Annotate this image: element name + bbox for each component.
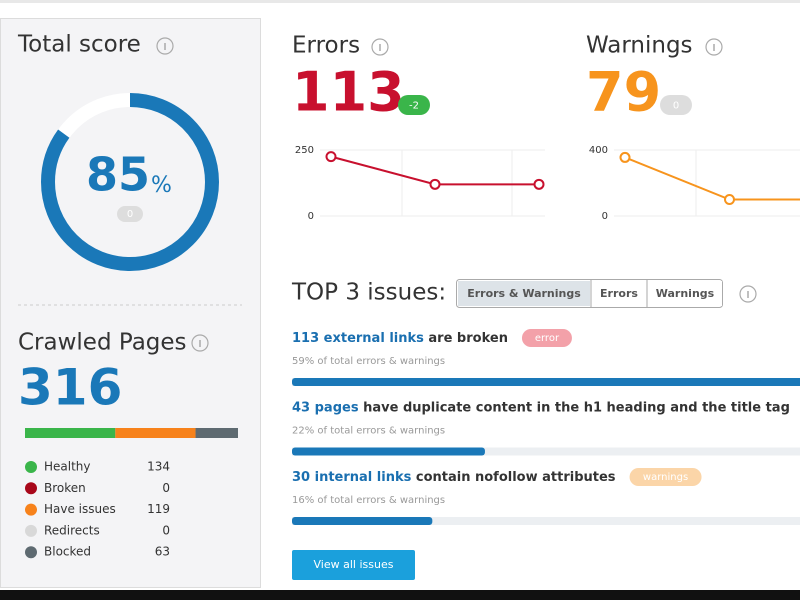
share-value: 22% xyxy=(292,426,314,437)
legend-value: 119 xyxy=(147,502,170,516)
issue-tag-label: warnings xyxy=(643,472,688,483)
legend-dot xyxy=(25,546,37,559)
legend-name: Healthy xyxy=(44,460,91,474)
button-label[interactable]: View all issues xyxy=(314,558,394,571)
score-value: 85 xyxy=(86,148,150,202)
point xyxy=(533,178,545,190)
share-track xyxy=(292,447,800,456)
info-icon xyxy=(191,334,209,352)
issue-link[interactable]: 30 internal links xyxy=(292,470,412,485)
issue-link[interactable]: 43 pages xyxy=(292,400,359,415)
warnings-title: Warnings xyxy=(586,33,693,59)
bottom-strip xyxy=(0,590,800,600)
issue-text: contain nofollow attributes xyxy=(416,470,616,485)
legend-value: 0 xyxy=(162,523,170,537)
issue-share: 22% of total errors & warnings xyxy=(292,426,445,437)
legend-dot xyxy=(25,524,37,537)
issue-tag xyxy=(521,329,572,347)
warnings-value: 79 xyxy=(586,61,661,124)
y-tick-label: 0 xyxy=(602,211,608,222)
issue-text: have duplicate content in the h1 heading… xyxy=(363,400,790,415)
tab[interactable] xyxy=(648,281,722,306)
legend-name: Blocked xyxy=(44,545,91,559)
pages-segment xyxy=(115,428,196,438)
legend-dot xyxy=(25,482,37,495)
issue-link[interactable]: 113 external links xyxy=(292,331,424,346)
share-track xyxy=(292,517,800,525)
top-border xyxy=(0,0,800,3)
pages-segment xyxy=(25,428,116,438)
legend-name: Redirects xyxy=(44,523,100,537)
score-unit: % xyxy=(151,173,172,198)
tab[interactable] xyxy=(592,281,646,306)
issue-line: 113 external links are broken xyxy=(292,331,508,346)
issue-tag-label: error xyxy=(535,333,560,344)
errors-badge xyxy=(398,95,430,115)
tab[interactable] xyxy=(458,281,590,306)
score-title: Total score xyxy=(17,32,141,58)
info-icon xyxy=(705,38,723,56)
share-bar xyxy=(292,378,800,386)
crawled-title: Crawled Pages xyxy=(18,330,187,356)
point xyxy=(429,178,441,190)
issue-tag xyxy=(629,468,702,486)
pages-segment xyxy=(195,428,238,438)
errors-title: Errors xyxy=(292,33,360,59)
warnings-badge xyxy=(660,95,692,115)
errors-change: -2 xyxy=(409,101,419,112)
info-icon xyxy=(371,38,389,56)
legend-name: Broken xyxy=(44,481,86,495)
issues-title: TOP 3 issues: xyxy=(291,280,446,306)
issue-text: are broken xyxy=(428,331,508,346)
legend-value: 134 xyxy=(147,460,170,474)
y-tick-label: 250 xyxy=(295,145,314,156)
legend-value: 63 xyxy=(155,545,170,559)
legend-dot xyxy=(25,503,37,516)
share-bar xyxy=(292,517,433,525)
y-tick-label: 400 xyxy=(589,145,608,156)
legend-name: Have issues xyxy=(44,502,116,516)
view-all-button[interactable] xyxy=(292,550,415,580)
errors-value: 113 xyxy=(292,61,405,124)
tab-label[interactable]: Errors xyxy=(600,287,638,300)
y-tick-label: 0 xyxy=(308,211,314,222)
info-icon xyxy=(156,37,174,55)
share-bar xyxy=(292,447,485,456)
donut-arc xyxy=(41,93,219,271)
info-icon xyxy=(739,285,757,303)
legend-value: 0 xyxy=(162,481,170,495)
issue-share: 59% of total errors & warnings xyxy=(292,356,445,367)
share-text: of total errors & warnings xyxy=(317,426,445,437)
score-change: 0 xyxy=(127,209,133,220)
legend-dot xyxy=(25,461,37,473)
left-panel xyxy=(0,18,261,588)
score-badge xyxy=(117,206,143,222)
point xyxy=(325,151,337,163)
issue-share: 16% of total errors & warnings xyxy=(292,495,445,506)
share-text: of total errors & warnings xyxy=(317,495,445,506)
point xyxy=(619,151,631,163)
share-value: 59% xyxy=(292,356,314,367)
issue-line: 43 pages have duplicate content in the h… xyxy=(292,400,790,415)
tab-label[interactable]: Errors & Warnings xyxy=(467,287,581,300)
share-text: of total errors & warnings xyxy=(317,356,445,367)
crawled-total: 316 xyxy=(18,359,122,417)
warnings-change: 0 xyxy=(673,101,679,112)
issue-line: 30 internal links contain nofollow attri… xyxy=(292,470,616,485)
tab-label[interactable]: Warnings xyxy=(656,287,715,300)
share-value: 16% xyxy=(292,495,314,506)
line xyxy=(624,156,800,201)
point xyxy=(724,194,735,205)
